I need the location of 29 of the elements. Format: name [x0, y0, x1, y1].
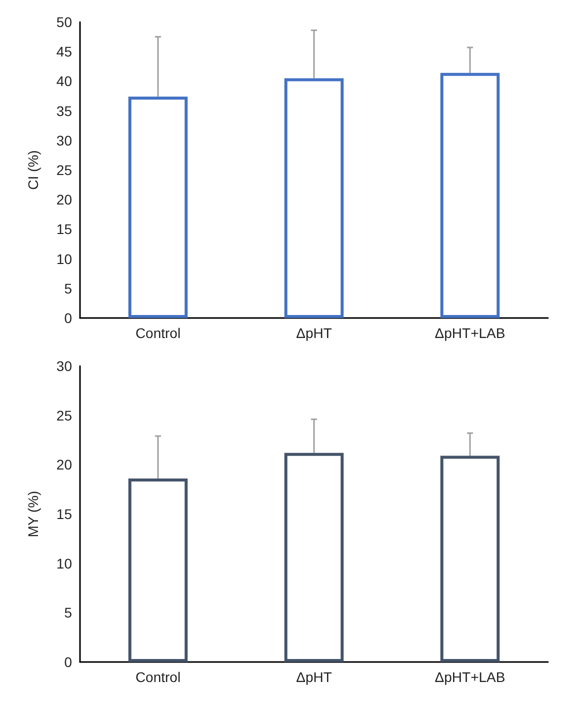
y-tick-label: 0 [64, 310, 72, 326]
y-tick-label: 35 [56, 102, 72, 119]
bar [440, 456, 500, 662]
bar [284, 452, 344, 662]
y-tick-label: 20 [56, 456, 72, 473]
x-tick-label: ΔpHT [296, 325, 332, 341]
x-tick-label: ΔpHT+LAB [434, 669, 506, 685]
x-tick-label: ΔpHT+LAB [434, 325, 506, 341]
y-tick-label: 25 [56, 407, 72, 424]
y-tick-label: 30 [56, 132, 72, 148]
y-tick-label: 10 [56, 555, 72, 572]
x-tick-label: ΔpHT [296, 669, 332, 685]
x-tick-label: Control [135, 325, 181, 341]
y-tick-label: 5 [64, 280, 72, 296]
y-tick-label: 50 [56, 14, 72, 30]
y-tick-label: 20 [56, 192, 72, 208]
x-tick-label: Control [135, 669, 181, 685]
y-tick-label: 30 [56, 358, 72, 374]
y-tick-label: 40 [56, 73, 72, 90]
y-tick-label: 5 [64, 604, 72, 621]
bar [128, 478, 188, 662]
y-axis-title: CI (%) [25, 150, 41, 190]
y-tick-label: 15 [56, 506, 72, 522]
y-tick-label: 45 [56, 44, 72, 60]
y-tick-label: 0 [64, 654, 72, 670]
y-axis-title: MY (%) [25, 490, 41, 538]
y-tick-label: 25 [56, 162, 72, 178]
y-tick-label: 15 [56, 221, 72, 238]
y-tick-label: 10 [56, 250, 72, 267]
